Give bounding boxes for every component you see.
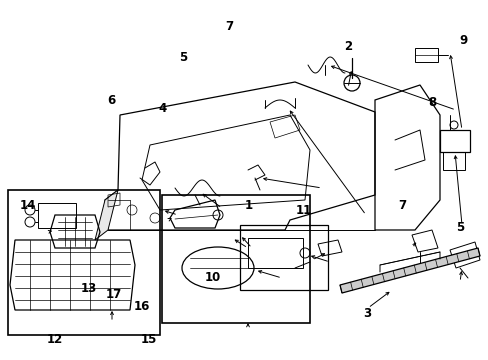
Text: 1: 1 [244,199,252,212]
Text: 5: 5 [456,221,464,234]
Text: 2: 2 [344,40,351,53]
Text: 4: 4 [158,102,166,115]
Bar [247,238,303,268]
Text: 3: 3 [363,307,371,320]
Polygon shape [95,190,118,240]
Bar [240,225,327,290]
Text: 7: 7 [224,21,232,33]
Bar [38,203,76,228]
Text: 13: 13 [81,282,97,295]
Text: 9: 9 [459,34,467,47]
Text: 6: 6 [107,94,115,107]
Bar [439,130,469,152]
Bar [442,152,464,170]
Bar [162,195,309,323]
Text: 17: 17 [105,288,122,301]
Text: 10: 10 [204,271,221,284]
Text: 14: 14 [20,199,37,212]
Text: 7: 7 [397,199,405,212]
Polygon shape [339,248,479,293]
Text: 12: 12 [46,333,63,346]
Text: 8: 8 [428,96,436,109]
Text: 5: 5 [179,51,187,64]
Text: 15: 15 [141,333,157,346]
Text: 11: 11 [295,204,312,217]
Text: 16: 16 [133,300,150,313]
Bar [8,190,160,335]
